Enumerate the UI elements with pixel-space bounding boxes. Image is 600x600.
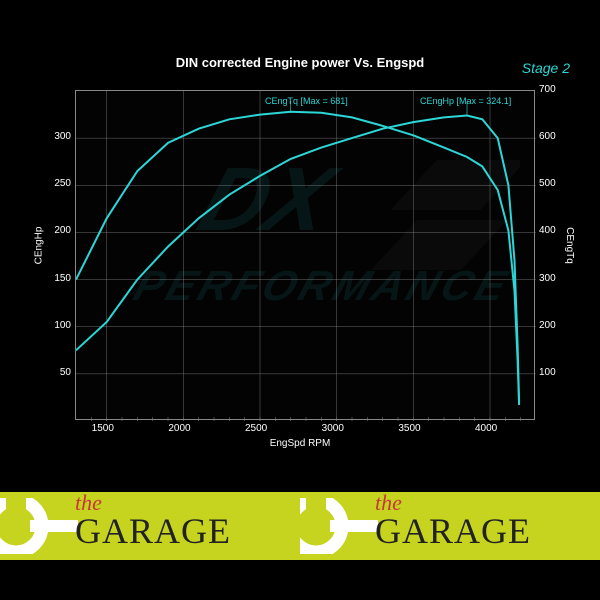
stage-label: Stage 2 [522,60,570,76]
chart-title: DIN corrected Engine power Vs. Engspd [0,55,600,70]
wrench-icon [0,498,78,554]
y-right-axis-label: CEngTq [564,227,575,264]
logo-garage-text: GARAGE [75,514,231,548]
footer-logo: the GARAGE the GARAGE [0,492,600,560]
annotation-tq-max: CEngTq [Max = 681] [265,96,348,106]
logo-right: the GARAGE [300,492,600,560]
logo-garage-text: GARAGE [375,514,531,548]
annotation-hp-max: CEngHp [Max = 324.1] [420,96,511,106]
dyno-chart [75,90,535,420]
y-left-axis-label: CEngHp [33,227,44,265]
wrench-icon [300,498,378,554]
x-axis-label: EngSpd RPM [0,438,600,449]
logo-left: the GARAGE [0,492,300,560]
